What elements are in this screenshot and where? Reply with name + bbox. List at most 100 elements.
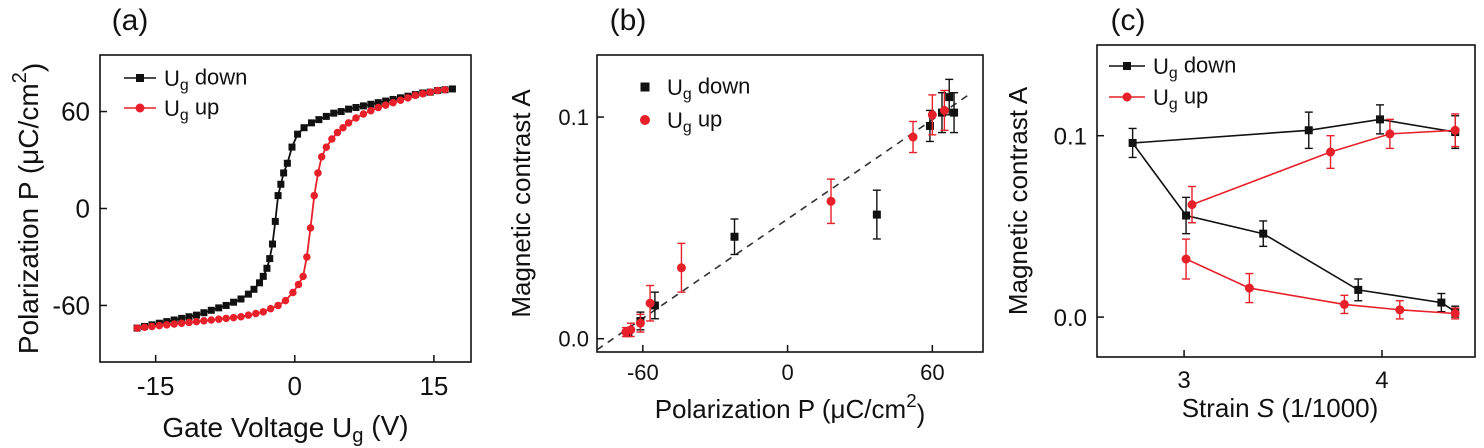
data-point-up (192, 317, 201, 326)
legend-label-up-part: up (692, 106, 723, 131)
data-point-up (927, 110, 937, 120)
plot-frame (596, 54, 984, 353)
data-point-down (192, 311, 200, 319)
data-point-up (339, 123, 347, 132)
data-point-up (1187, 200, 1197, 210)
x-tick-label: 0 (288, 371, 302, 401)
data-point-down (259, 272, 267, 280)
x-axis-title-part: Strain (1182, 393, 1257, 423)
panel-label-b: (b) (610, 4, 647, 37)
legend-label-down-part: down (189, 64, 248, 89)
data-point-up (303, 253, 311, 261)
data-point-up (344, 119, 353, 127)
plot-frame (99, 54, 472, 363)
data-point-down (185, 313, 193, 321)
data-point-up (1450, 308, 1460, 318)
x-axis-title-part: 2 (906, 390, 916, 411)
data-point-up (322, 143, 331, 151)
legend-marker-up (135, 103, 145, 113)
y-axis-title: Polarization P (μC/cm2) (9, 63, 49, 354)
data-point-down (1304, 126, 1313, 135)
data-point-down (266, 255, 274, 263)
data-point-down (178, 314, 186, 322)
series-line-up (1191, 129, 1456, 206)
data-point-up (328, 135, 336, 143)
data-point-up (252, 309, 260, 318)
data-point-down (367, 100, 375, 108)
x-axis-title: Gate Voltage Ug (V) (162, 410, 408, 447)
data-point-down (337, 108, 345, 116)
legend-marker-up (1122, 92, 1132, 102)
data-point-down (330, 109, 338, 117)
data-point-down (650, 301, 659, 310)
y-tick-label: 0 (76, 194, 90, 224)
legend-label-down: Ug down (1153, 52, 1236, 82)
data-point-down (352, 104, 360, 112)
data-point-up (411, 91, 420, 100)
data-point-up (419, 90, 427, 98)
legend-label-up-part: U (667, 108, 683, 133)
data-point-down (345, 105, 353, 113)
legend-marker-up (640, 115, 650, 125)
legend-label-down: Ug down (164, 64, 247, 94)
data-point-down (288, 143, 296, 151)
series-line-down (1132, 118, 1456, 144)
plot-frame (1096, 44, 1476, 358)
x-axis-title: Polarization P (μC/cm2) (655, 390, 926, 429)
x-tick-label: 4 (1375, 367, 1388, 394)
data-point-up (333, 128, 342, 137)
x-axis-title-part: g (352, 425, 363, 447)
data-point-up (367, 106, 375, 115)
data-point-down (271, 217, 279, 225)
legend-label-up: Ug up (164, 94, 219, 124)
y-axis-title: Magnetic contrast A (1003, 86, 1033, 315)
legend-label-down-part: U (667, 75, 683, 100)
x-axis-title: Strain S (1/1000) (1182, 393, 1379, 423)
data-point-up (314, 169, 322, 177)
data-point-down (250, 285, 258, 293)
legend-label-down-part: g (683, 86, 692, 103)
data-point-up (908, 132, 918, 142)
legend-label-down-part: g (1169, 65, 1178, 82)
legend-label-up: Ug up (1153, 83, 1208, 113)
y-axis-title-part: ) (18, 63, 49, 72)
data-point-up (352, 114, 360, 122)
data-point-up (310, 191, 319, 200)
panel-b: -60 0 60 0.0 0.1 (b) Polarization P (μC/cm2) Ma… (506, 4, 984, 429)
data-point-up (1395, 305, 1405, 315)
data-point-up (645, 298, 655, 308)
data-point-up (177, 319, 186, 327)
data-point-down (315, 116, 323, 124)
data-point-up (635, 318, 645, 328)
data-point-down (925, 121, 934, 130)
x-tick-label: 0 (781, 360, 793, 385)
data-point-up (306, 224, 315, 232)
data-point-up (185, 318, 193, 327)
x-axis-title-part: (1/1000) (1274, 393, 1378, 423)
legend-label-down-part: g (180, 77, 189, 94)
legend-label-up-part: up (189, 94, 220, 119)
data-point-down (950, 108, 959, 117)
data-point-up (299, 272, 307, 281)
legend-label-up-part: g (180, 107, 189, 124)
legend-label-up: Ug up (667, 106, 722, 136)
data-point-up (1385, 129, 1395, 139)
y-tick-label: 60 (61, 97, 90, 127)
data-point-up (433, 86, 442, 95)
legend-label-up-part: g (1169, 96, 1178, 113)
legend-label-up-part: up (1178, 83, 1209, 108)
data-point-up (389, 98, 397, 107)
data-point-up (259, 308, 267, 316)
data-point-down (244, 290, 252, 298)
x-tick-label: -60 (627, 360, 659, 385)
x-axis-title-part: (V) (364, 410, 409, 441)
data-point-up (1181, 254, 1191, 264)
data-point-down (269, 240, 277, 248)
legend-label-down-part: down (1178, 52, 1237, 77)
data-point-up (826, 196, 836, 206)
data-point-down (300, 124, 308, 132)
data-point-up (396, 96, 405, 104)
data-point-up (1450, 125, 1460, 135)
